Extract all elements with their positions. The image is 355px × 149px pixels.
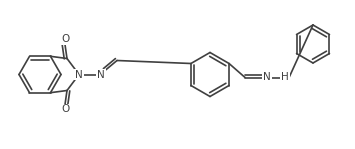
Text: O: O bbox=[61, 35, 69, 45]
Text: O: O bbox=[61, 104, 69, 114]
Text: H: H bbox=[281, 73, 289, 83]
Text: N: N bbox=[263, 73, 271, 83]
Text: N: N bbox=[97, 69, 105, 80]
Text: N: N bbox=[75, 69, 83, 80]
